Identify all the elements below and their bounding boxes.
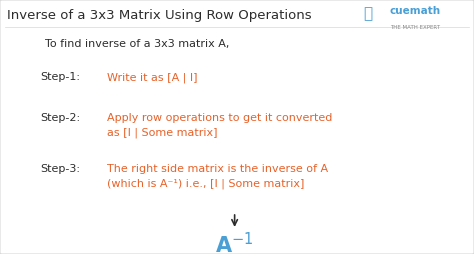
Text: Inverse of a 3x3 Matrix Using Row Operations: Inverse of a 3x3 Matrix Using Row Operat… <box>7 9 312 22</box>
Text: To find inverse of a 3x3 matrix A,: To find inverse of a 3x3 matrix A, <box>45 39 229 49</box>
Text: Step-2:: Step-2: <box>40 113 81 123</box>
Text: Apply row operations to get it converted
as [I | Some matrix]: Apply row operations to get it converted… <box>107 113 332 138</box>
Text: The right side matrix is the inverse of A
(which is A⁻¹) i.e., [I | Some matrix]: The right side matrix is the inverse of … <box>107 164 328 189</box>
Text: 🚀: 🚀 <box>363 6 372 21</box>
Text: Step-1:: Step-1: <box>40 72 80 82</box>
Text: Step-3:: Step-3: <box>40 164 80 174</box>
Text: cuemath: cuemath <box>389 6 440 16</box>
Text: THE MATH EXPERT: THE MATH EXPERT <box>390 25 440 30</box>
Text: $\mathbf{A}^{-1}$: $\mathbf{A}^{-1}$ <box>215 232 254 254</box>
Text: Write it as [A | I]: Write it as [A | I] <box>107 72 197 83</box>
